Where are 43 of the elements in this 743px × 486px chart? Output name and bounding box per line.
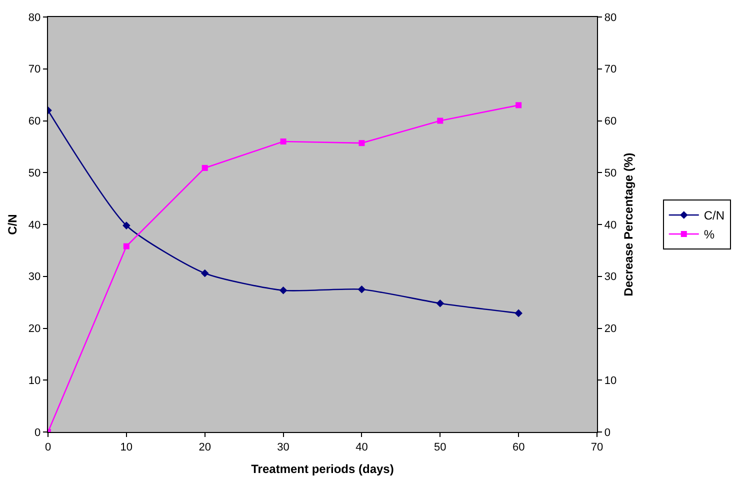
point [436, 299, 444, 308]
y2-tick-label: 80 [604, 12, 617, 24]
y-axis-title: C/N [6, 214, 20, 235]
point [279, 286, 288, 294]
x-tick-label: 20 [198, 441, 211, 454]
y2-tick-label: 30 [604, 271, 617, 284]
y-tick-label: 80 [28, 12, 41, 24]
x-tick-label: 0 [44, 441, 52, 454]
x-tick-label: 50 [434, 441, 446, 454]
point [280, 138, 286, 144]
y-tick-label: 20 [28, 323, 41, 336]
y2-tick-label: 70 [604, 64, 617, 76]
y-tick-label: 50 [28, 167, 41, 180]
x-tick-label: 70 [590, 441, 604, 454]
legend-label: C/N [704, 208, 725, 223]
point [516, 102, 522, 108]
y2-tick-label: 10 [604, 374, 617, 387]
y2-tick-label: 20 [604, 323, 617, 336]
point [200, 269, 209, 278]
x-axis-title: Treatment periods (days) [251, 462, 394, 476]
point [122, 222, 130, 230]
y2-tick-label: 60 [604, 116, 617, 128]
y2-tick-label: 50 [604, 167, 617, 180]
x-tick-label: 10 [120, 441, 133, 454]
point [514, 309, 522, 318]
point [358, 285, 366, 294]
y-tick-label: 10 [28, 374, 41, 387]
y2-tick-label: 0 [604, 426, 610, 439]
point [123, 243, 130, 250]
y-tick-label: 40 [28, 219, 41, 232]
point [437, 118, 444, 124]
y2-tick-label: 40 [604, 219, 617, 232]
y-tick-label: 60 [28, 116, 41, 128]
point [202, 164, 208, 171]
y-tick-label: 30 [28, 271, 41, 284]
legend-label: % [704, 228, 715, 242]
y-tick-label: 0 [34, 426, 41, 439]
y-tick-label: 70 [28, 64, 41, 76]
x-tick-label: 40 [356, 441, 368, 454]
point [358, 140, 365, 146]
x-tick-label: 60 [512, 441, 525, 454]
x-tick-label: 30 [277, 441, 290, 454]
y2-axis-title: Decrease Percentage (%) [622, 152, 636, 296]
